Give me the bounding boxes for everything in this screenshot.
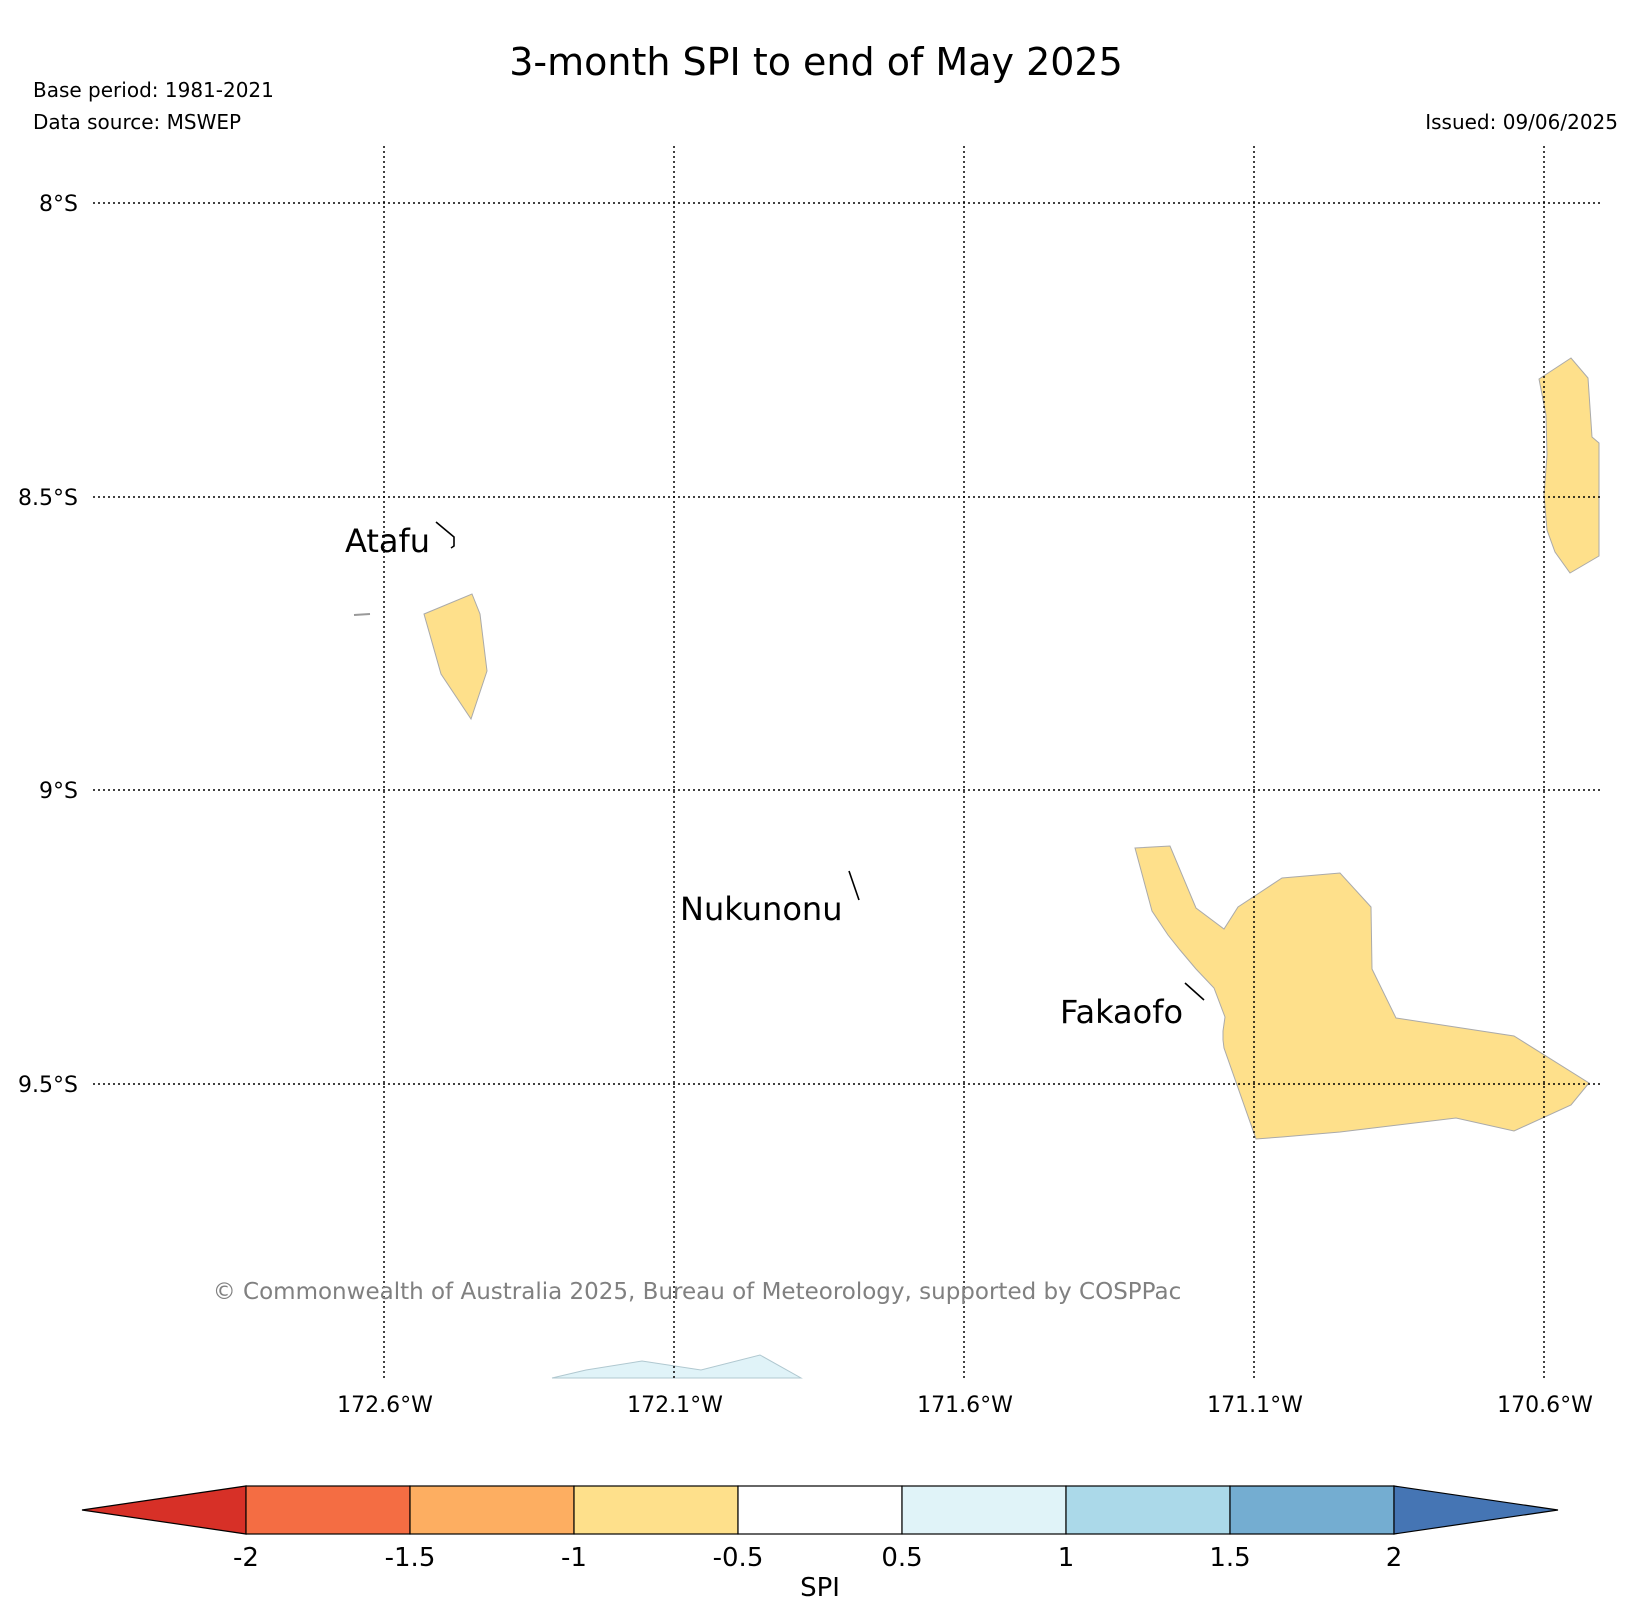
lon-label-171-6w: 171.6°W bbox=[917, 1393, 1013, 1418]
colorbar-tick: -2 bbox=[233, 1543, 259, 1573]
colorbar-tick: -1.5 bbox=[385, 1543, 436, 1573]
data-source-text: Data source: MSWEP bbox=[33, 110, 242, 134]
spi-shading bbox=[353, 357, 1600, 1379]
colorbar-segment bbox=[1065, 1485, 1231, 1535]
atoll-outlines bbox=[435, 521, 1205, 1001]
place-label-atafu: Atafu bbox=[345, 522, 430, 560]
colorbar-label: SPI bbox=[800, 1573, 840, 1603]
lat-label-8-5s: 8.5°S bbox=[18, 486, 78, 511]
colorbar-segment bbox=[737, 1485, 903, 1535]
lon-label-172-1w: 172.1°W bbox=[627, 1393, 723, 1418]
colorbar-segment bbox=[1229, 1485, 1395, 1535]
spi-colorbar: -2 -1.5 -1 -0.5 0.5 1 1.5 2 SPI bbox=[81, 1485, 1559, 1603]
colorbar-segment bbox=[901, 1485, 1067, 1535]
lon-label-172-6w: 172.6°W bbox=[337, 1393, 433, 1418]
fakaofo-atoll-shape bbox=[1184, 982, 1205, 1001]
copyright-notice: © Commonwealth of Australia 2025, Bureau… bbox=[213, 1279, 1182, 1305]
colorbar-extend-high bbox=[1393, 1485, 1559, 1535]
lon-label-170-6w: 170.6°W bbox=[1497, 1393, 1593, 1418]
atafu-atoll-shape bbox=[435, 521, 455, 549]
dry-region-east-edge bbox=[1538, 357, 1600, 574]
lat-label-9s: 9°S bbox=[39, 779, 78, 804]
colorbar-tick: -0.5 bbox=[713, 1543, 764, 1573]
longitude-labels: 172.6°W 172.1°W 171.6°W 171.1°W 170.6°W bbox=[337, 1393, 1593, 1418]
place-label-nukunonu: Nukunonu bbox=[680, 890, 842, 928]
dry-region-atafu bbox=[423, 593, 488, 721]
place-labels: Atafu Nukunonu Fakaofo bbox=[345, 522, 1183, 1031]
islet-west-atafu bbox=[353, 613, 371, 616]
lat-label-8s: 8°S bbox=[39, 192, 78, 217]
lon-label-171-1w: 171.1°W bbox=[1207, 1393, 1303, 1418]
colorbar-tick: 0.5 bbox=[881, 1543, 922, 1573]
colorbar-tick: 2 bbox=[1386, 1543, 1403, 1573]
colorbar-extend-low bbox=[81, 1485, 247, 1535]
issued-date-text: Issued: 09/06/2025 bbox=[1425, 110, 1618, 134]
place-label-fakaofo: Fakaofo bbox=[1060, 993, 1183, 1031]
colorbar-segment bbox=[245, 1485, 411, 1535]
base-period-text: Base period: 1981-2021 bbox=[33, 78, 274, 102]
lat-label-9-5s: 9.5°S bbox=[18, 1073, 78, 1098]
colorbar-segment bbox=[409, 1485, 575, 1535]
map-title: 3-month SPI to end of May 2025 bbox=[509, 40, 1123, 84]
colorbar-tick: -1 bbox=[561, 1543, 587, 1573]
nukunonu-atoll-shape bbox=[848, 870, 860, 901]
dry-region-fakaofo bbox=[1134, 845, 1590, 1140]
latitude-labels: 8°S 8.5°S 9°S 9.5°S bbox=[18, 192, 78, 1098]
graticule bbox=[93, 146, 1600, 1378]
colorbar-segment bbox=[573, 1485, 739, 1535]
wet-region-south bbox=[551, 1354, 803, 1379]
colorbar-tick: 1.5 bbox=[1209, 1543, 1250, 1573]
colorbar-tick: 1 bbox=[1058, 1543, 1075, 1573]
